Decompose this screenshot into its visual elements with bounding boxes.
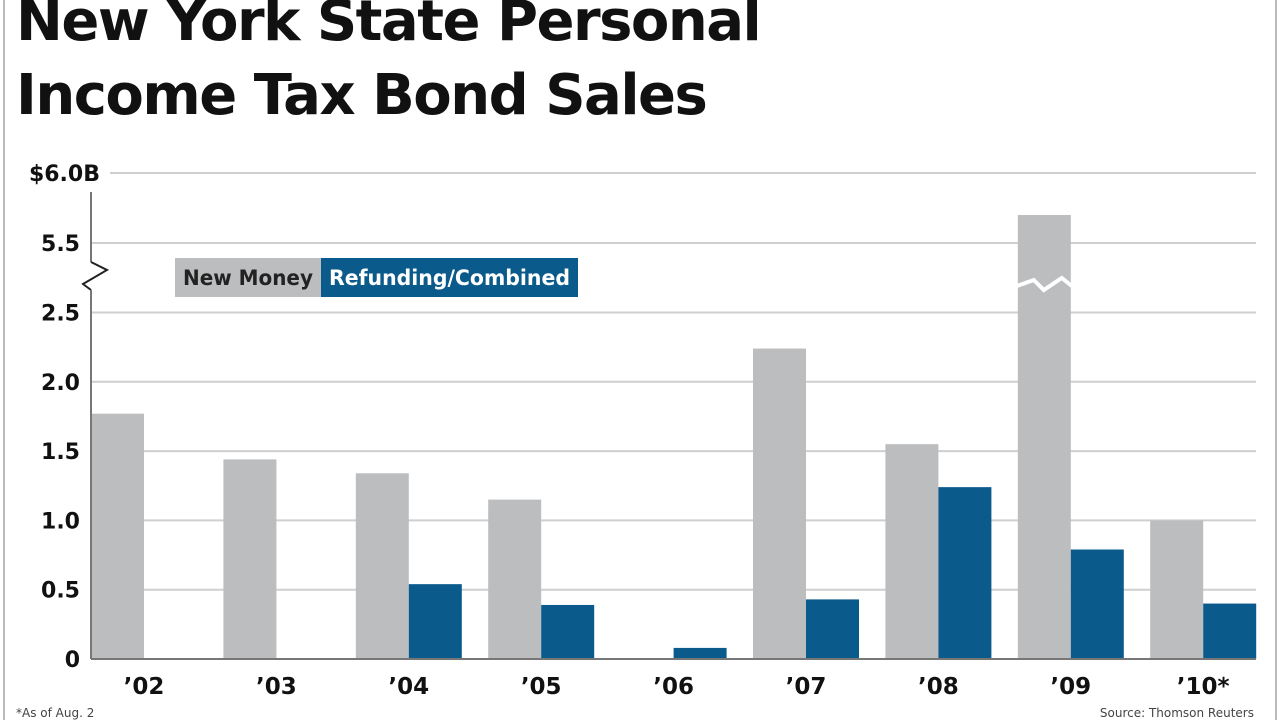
bar-new-money — [355, 473, 409, 659]
bar-new-money — [753, 348, 806, 659]
footnote: *As of Aug. 2 — [16, 706, 95, 720]
source-note: Source: Thomson Reuters — [1099, 706, 1254, 720]
legend-label: Refunding/Combined — [329, 266, 570, 290]
y-tick-label: 2.5 — [41, 302, 80, 327]
x-tick-label: ’06 — [653, 674, 694, 700]
legend-swatch — [175, 258, 321, 297]
bar-refunding — [408, 584, 462, 659]
y-tick-label: 0.5 — [41, 579, 80, 604]
x-tick-label: ’05 — [521, 674, 562, 700]
y-tick-label: $6.0B — [29, 162, 100, 187]
bar-new-money — [488, 499, 542, 659]
y-tick-label: 1.5 — [41, 440, 80, 465]
y-axis-break-icon — [81, 261, 110, 291]
x-tick-label: ’02 — [124, 674, 165, 700]
x-tick-label: ’04 — [388, 674, 429, 700]
bar-refunding — [806, 599, 859, 659]
bar-break-mark — [1016, 275, 1074, 293]
x-tick-label: ’10* — [1177, 674, 1230, 700]
x-tick-label: ’03 — [256, 674, 297, 700]
chart-title-line-2: Income Tax Bond Sales — [16, 63, 708, 128]
chart-frame — [3, 0, 1277, 720]
bar-new-money — [91, 413, 144, 659]
bar-new-money — [223, 459, 277, 659]
x-tick-label: ’08 — [918, 674, 959, 700]
x-tick-label: ’07 — [786, 674, 827, 700]
bar-refunding — [673, 647, 727, 659]
bar-refunding — [938, 487, 992, 659]
y-tick-label: 5.5 — [41, 232, 80, 257]
y-tick-label: 1.0 — [41, 509, 80, 534]
bar-new-money — [885, 444, 939, 659]
legend-label: New Money — [183, 266, 313, 290]
y-tick-label: 0 — [65, 648, 80, 673]
bar-new-money — [1150, 520, 1204, 659]
y-tick-label: 2.0 — [41, 371, 80, 396]
chart-title-line-1: New York State Personal — [16, 0, 762, 54]
bar-refunding — [541, 604, 595, 659]
bar-refunding — [1203, 603, 1257, 659]
x-tick-label: ’09 — [1050, 674, 1091, 700]
bar-refunding — [1070, 549, 1124, 659]
legend-swatch — [321, 258, 578, 297]
